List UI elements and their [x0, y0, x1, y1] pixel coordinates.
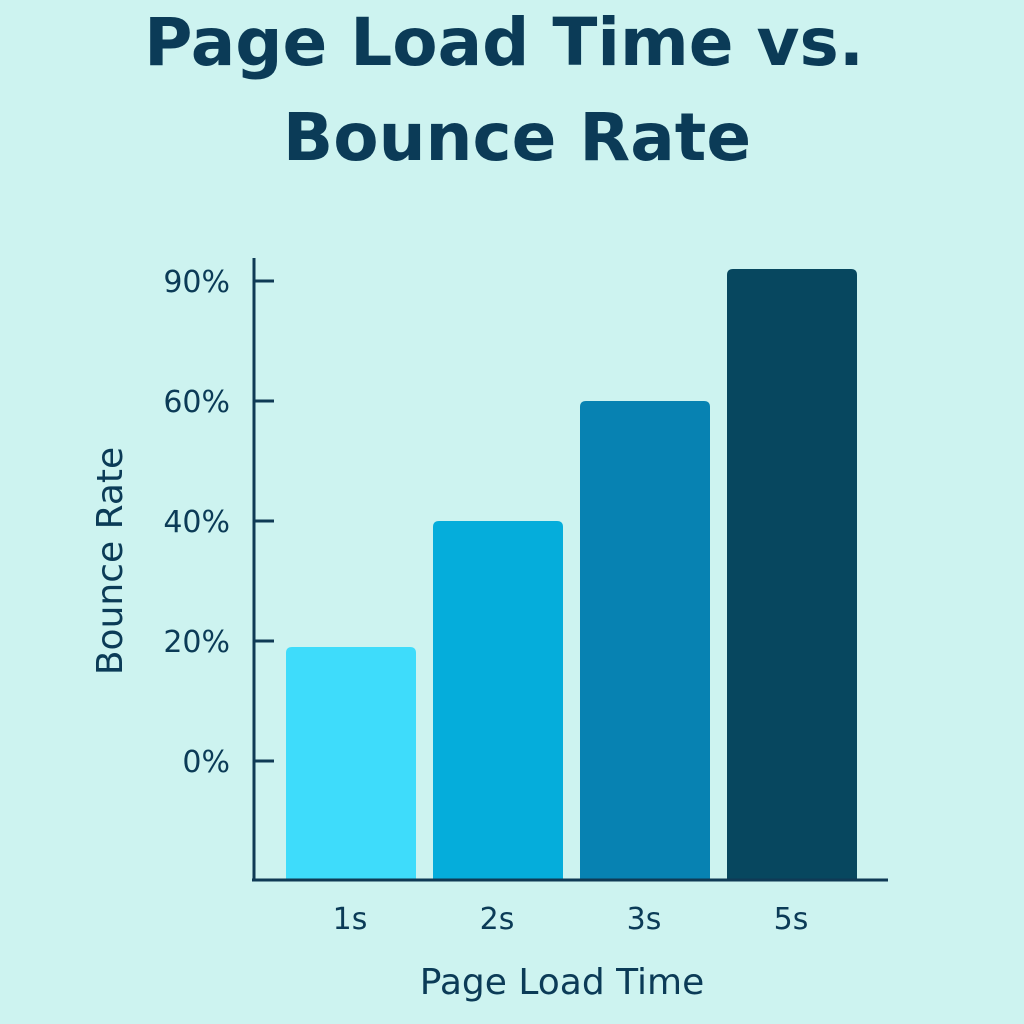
x-tick-label: 2s: [480, 902, 515, 937]
chart-title-line-1: Page Load Time vs.: [144, 4, 864, 81]
y-ticks-group: 0% 20% 40% 60% 90%: [163, 265, 274, 780]
bar-2s: [433, 521, 563, 880]
x-axis-title: Page Load Time: [420, 962, 705, 1003]
bar-5s: [727, 269, 857, 880]
x-tick-label: 1s: [333, 902, 368, 937]
y-tick-label: 20%: [163, 625, 230, 660]
x-tick-label: 5s: [774, 902, 809, 937]
chart-title-line-2: Bounce Rate: [283, 99, 751, 176]
y-tick-label: 90%: [163, 265, 230, 300]
x-tick-label: 3s: [627, 902, 662, 937]
bar-1s: [286, 647, 416, 880]
y-tick-label: 40%: [163, 505, 230, 540]
bar-3s: [580, 401, 710, 880]
y-axis-title: Bounce Rate: [90, 447, 131, 675]
bars-group: [286, 269, 857, 880]
x-ticks-group: 1s 2s 3s 5s: [333, 902, 809, 937]
y-tick-label: 0%: [182, 745, 230, 780]
y-tick-label: 60%: [163, 385, 230, 420]
